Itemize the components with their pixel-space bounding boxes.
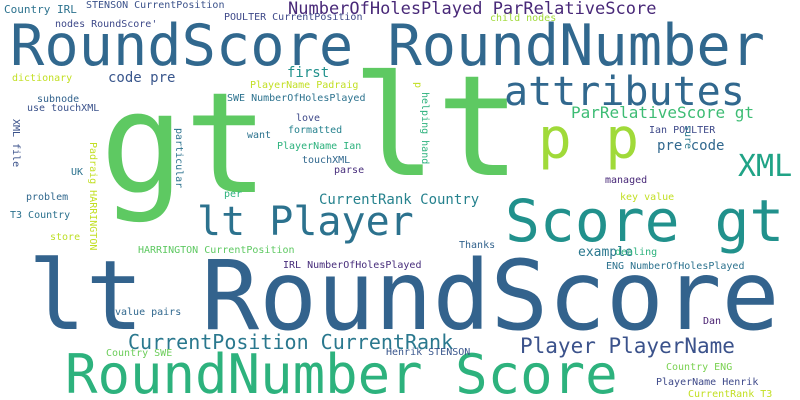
word: Country ENG: [666, 362, 733, 373]
word: dealing: [615, 247, 658, 258]
word: key value: [620, 192, 675, 203]
word: Country IRL: [4, 3, 77, 16]
word-vertical: helping hand: [419, 92, 430, 165]
word: first: [287, 65, 330, 81]
word: attributes: [504, 69, 745, 115]
word: HARRINGTON CurrentPosition: [138, 245, 295, 256]
word: Dan: [703, 316, 722, 327]
word: RoundScore RoundNumber: [10, 13, 765, 79]
word: lt Player: [197, 199, 414, 245]
word: PlayerName Padraig: [250, 80, 359, 91]
word: Score gt: [505, 187, 785, 255]
word: code pre: [108, 70, 176, 86]
word: love: [296, 113, 321, 124]
word: XML: [738, 149, 793, 184]
word: touchXML: [302, 155, 351, 166]
word: PlayerName Henrik: [656, 377, 759, 388]
word: CurrentPosition CurrentRank: [128, 330, 454, 354]
word: problem: [26, 192, 69, 203]
word-vertical: XML file: [10, 119, 21, 168]
word: ENG NumberOfHolesPlayed: [606, 261, 745, 272]
word: SWE NumberOfHolesPlayed: [227, 93, 366, 104]
word: pre code: [657, 138, 725, 154]
word: lt RoundScore: [28, 240, 780, 352]
word: UK: [71, 167, 84, 178]
word: child nodes: [490, 13, 557, 24]
word: nodes RoundScore': [55, 19, 158, 30]
word: CurrentRank T3: [688, 389, 773, 400]
word: ParRelativeScore gt: [571, 103, 755, 122]
word: parse: [334, 165, 365, 176]
word: formatted: [288, 125, 343, 136]
word: p p: [538, 107, 640, 172]
word: Country SWE: [106, 348, 173, 359]
word: value pairs: [115, 307, 182, 318]
word: subnode: [37, 94, 80, 105]
word: T3 Country: [10, 210, 71, 221]
word: store: [50, 232, 81, 243]
word: IRL NumberOfHolesPlayed: [283, 260, 422, 271]
word: Player PlayerName: [520, 334, 735, 358]
word: Ian POULTER: [649, 125, 716, 136]
word: Thanks: [459, 240, 496, 251]
word: STENSON CurrentPosition: [86, 0, 225, 11]
word: gt: [100, 63, 269, 226]
word-vertical: particular: [173, 128, 184, 189]
word: example: [578, 245, 633, 260]
word-vertical: Padraig HARRINGTON: [87, 142, 98, 251]
word: use touchXML: [27, 103, 100, 114]
word: managed: [605, 175, 648, 186]
word: Henrik STENSON: [386, 347, 471, 358]
word-vertical: sure: [682, 125, 693, 150]
word: per: [224, 189, 243, 200]
word-vertical: p: [412, 82, 423, 89]
word: lt: [352, 46, 521, 209]
word: RoundNumber Score: [65, 343, 618, 400]
word: POULTER CurrentPosition: [224, 12, 363, 23]
word: NumberOfHolesPlayed ParRelativeScore: [288, 0, 657, 19]
word: dictionary: [12, 73, 73, 84]
word: PlayerName Ian: [277, 141, 362, 152]
word: CurrentRank Country: [319, 192, 480, 208]
word: want: [247, 130, 272, 141]
